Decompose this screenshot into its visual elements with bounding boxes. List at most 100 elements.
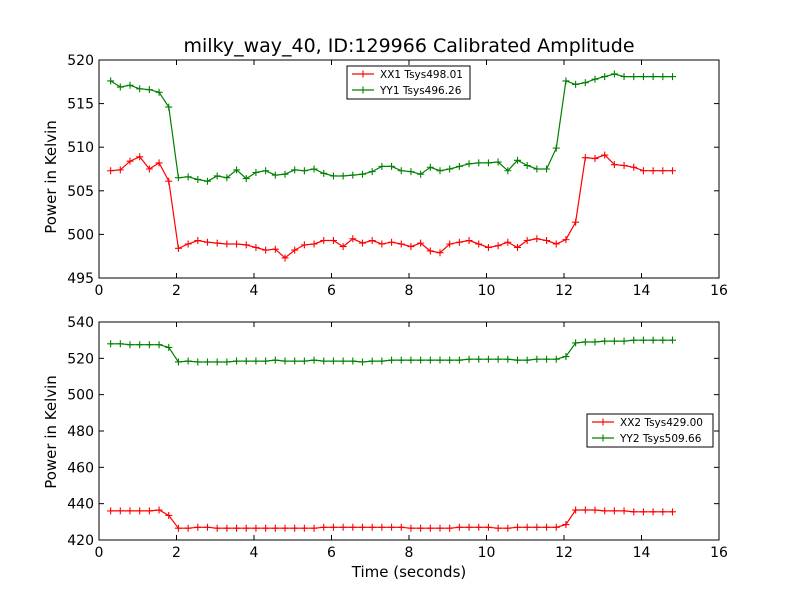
data-point <box>252 524 260 532</box>
data-point <box>562 521 570 529</box>
data-point <box>426 247 434 255</box>
legend: XX2 Tsys429.00 YY2 Tsys509.66 <box>586 413 714 448</box>
data-point <box>455 238 463 246</box>
data-point <box>543 165 551 173</box>
data-point <box>659 508 667 516</box>
data-point <box>281 524 289 532</box>
data-point <box>339 357 347 365</box>
data-point <box>378 523 386 531</box>
data-point <box>359 170 366 178</box>
data-point <box>155 88 163 96</box>
data-point <box>581 79 589 87</box>
data-point <box>349 357 357 365</box>
top-plot-area: 0 2 4 6 8 10 12 14 16 495 500 505 510 515 520 XX1 Tsys4… <box>67 53 728 299</box>
x-tick-label: 0 <box>95 283 104 299</box>
data-point <box>397 523 405 531</box>
data-point <box>630 163 638 171</box>
data-point <box>204 523 211 531</box>
data-point <box>455 523 463 531</box>
legend-entry: YY1 Tsys496.26 <box>379 85 462 97</box>
series-1 <box>107 151 676 262</box>
data-point <box>300 524 308 532</box>
y-tick-label: 420 <box>67 533 94 549</box>
data-point <box>620 73 628 81</box>
data-point <box>407 243 415 251</box>
legend-box <box>586 413 714 448</box>
series-2 <box>107 70 676 185</box>
data-point <box>484 355 492 363</box>
data-point <box>465 355 473 363</box>
data-point <box>475 240 483 248</box>
data-point <box>649 167 657 175</box>
data-point <box>591 338 599 346</box>
chart-title: milky_way_40, ID:129966 Calibrated Ampli… <box>183 35 634 57</box>
data-point <box>116 507 124 515</box>
data-point <box>155 341 163 349</box>
data-point <box>514 356 521 364</box>
data-point <box>543 237 551 245</box>
data-point <box>329 172 337 180</box>
data-point <box>639 508 647 516</box>
data-point <box>649 336 657 344</box>
data-point <box>669 73 676 81</box>
data-point <box>300 357 308 365</box>
legend-entry: YY2 Tsys509.66 <box>619 433 702 445</box>
data-point <box>649 73 657 81</box>
top-y-axis-label: Power in Kelvin <box>42 120 60 234</box>
y-tick-label: 505 <box>67 184 94 200</box>
data-point <box>145 341 153 349</box>
data-point <box>242 241 250 249</box>
data-point <box>136 341 144 349</box>
data-point <box>465 523 473 531</box>
x-tick-label: 10 <box>478 545 496 561</box>
data-point <box>281 357 289 365</box>
x-tick-label: 6 <box>327 545 336 561</box>
data-point <box>610 161 618 169</box>
x-tick-label: 0 <box>95 545 104 561</box>
data-point <box>300 241 308 249</box>
data-point <box>552 523 560 531</box>
data-point <box>465 237 473 245</box>
data-point <box>136 153 144 161</box>
data-point <box>339 172 347 180</box>
data-point <box>359 239 366 247</box>
data-point <box>591 506 599 514</box>
data-point <box>116 166 124 174</box>
data-point <box>310 356 318 364</box>
data-point <box>455 356 463 364</box>
data-point <box>126 507 134 515</box>
x-tick-label: 12 <box>555 545 573 561</box>
data-point <box>484 523 492 531</box>
data-point <box>252 357 260 365</box>
data-point <box>397 240 405 248</box>
data-point <box>291 524 299 532</box>
data-point <box>562 77 570 85</box>
data-point <box>659 336 667 344</box>
data-point <box>446 240 454 248</box>
data-point <box>368 357 376 365</box>
data-point <box>426 524 434 532</box>
y-tick-label: 515 <box>67 97 94 113</box>
data-point <box>223 358 231 366</box>
data-point <box>339 523 347 531</box>
legend-box <box>346 65 471 100</box>
data-point <box>262 357 270 365</box>
data-point <box>349 171 357 179</box>
data-point <box>368 523 376 531</box>
data-point <box>223 174 231 182</box>
data-point <box>620 507 628 515</box>
data-point <box>262 524 270 532</box>
data-point <box>116 340 124 348</box>
x-tick-label: 16 <box>710 545 728 561</box>
data-point <box>165 343 173 351</box>
data-point <box>126 341 134 349</box>
data-point <box>349 523 357 531</box>
data-point <box>436 249 444 257</box>
data-point <box>533 235 541 243</box>
data-point <box>397 356 405 364</box>
data-point <box>378 357 386 365</box>
data-point <box>649 508 657 516</box>
data-point <box>310 240 318 248</box>
data-point <box>533 523 541 531</box>
